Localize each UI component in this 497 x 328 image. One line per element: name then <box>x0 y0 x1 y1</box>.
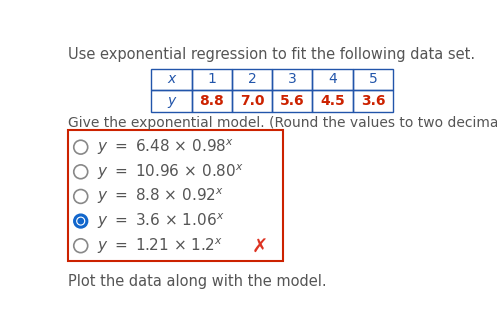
Bar <box>232 69 272 90</box>
Text: 7.0: 7.0 <box>240 94 264 108</box>
Bar <box>191 90 232 112</box>
Text: $\mathit{y\ =\ 3.6\ ×\ 1.06}^x$: $\mathit{y\ =\ 3.6\ ×\ 1.06}^x$ <box>97 211 225 231</box>
Text: 2: 2 <box>248 72 256 86</box>
Text: 8.8: 8.8 <box>199 94 224 108</box>
Text: $\mathit{y\ =\ 8.8\ ×\ 0.92}^x$: $\mathit{y\ =\ 8.8\ ×\ 0.92}^x$ <box>97 187 224 206</box>
Text: 3.6: 3.6 <box>361 94 385 108</box>
Text: $\mathit{y\ =\ 1.21\ ×\ 1.2}^x$: $\mathit{y\ =\ 1.21\ ×\ 1.2}^x$ <box>97 236 223 256</box>
Bar <box>272 90 313 112</box>
Text: 1: 1 <box>207 72 216 86</box>
Text: $\mathit{y\ =\ 6.48\ ×\ 0.98}^x$: $\mathit{y\ =\ 6.48\ ×\ 0.98}^x$ <box>97 137 234 157</box>
Bar <box>68 130 283 261</box>
Text: Give the exponential model. (Round the values to two decimal places.): Give the exponential model. (Round the v… <box>68 116 497 130</box>
Bar <box>313 90 353 112</box>
Circle shape <box>74 214 87 228</box>
Bar <box>232 90 272 112</box>
Bar <box>313 69 353 90</box>
Text: 4: 4 <box>328 72 337 86</box>
Text: x: x <box>167 72 175 86</box>
Text: 3: 3 <box>288 72 297 86</box>
Bar <box>191 69 232 90</box>
Text: 5: 5 <box>368 72 377 86</box>
Text: Use exponential regression to fit the following data set.: Use exponential regression to fit the fo… <box>68 47 476 62</box>
Circle shape <box>78 218 83 224</box>
Text: ✗: ✗ <box>251 238 268 257</box>
Text: 4.5: 4.5 <box>320 94 345 108</box>
Bar <box>353 90 393 112</box>
Bar <box>151 90 191 112</box>
Circle shape <box>77 217 84 225</box>
Bar <box>151 69 191 90</box>
Text: 5.6: 5.6 <box>280 94 305 108</box>
Bar <box>272 69 313 90</box>
Text: $\mathit{y\ =\ 10.96\ ×\ 0.80}^x$: $\mathit{y\ =\ 10.96\ ×\ 0.80}^x$ <box>97 162 244 182</box>
Text: y: y <box>167 94 175 108</box>
Bar <box>353 69 393 90</box>
Text: Plot the data along with the model.: Plot the data along with the model. <box>68 274 327 289</box>
